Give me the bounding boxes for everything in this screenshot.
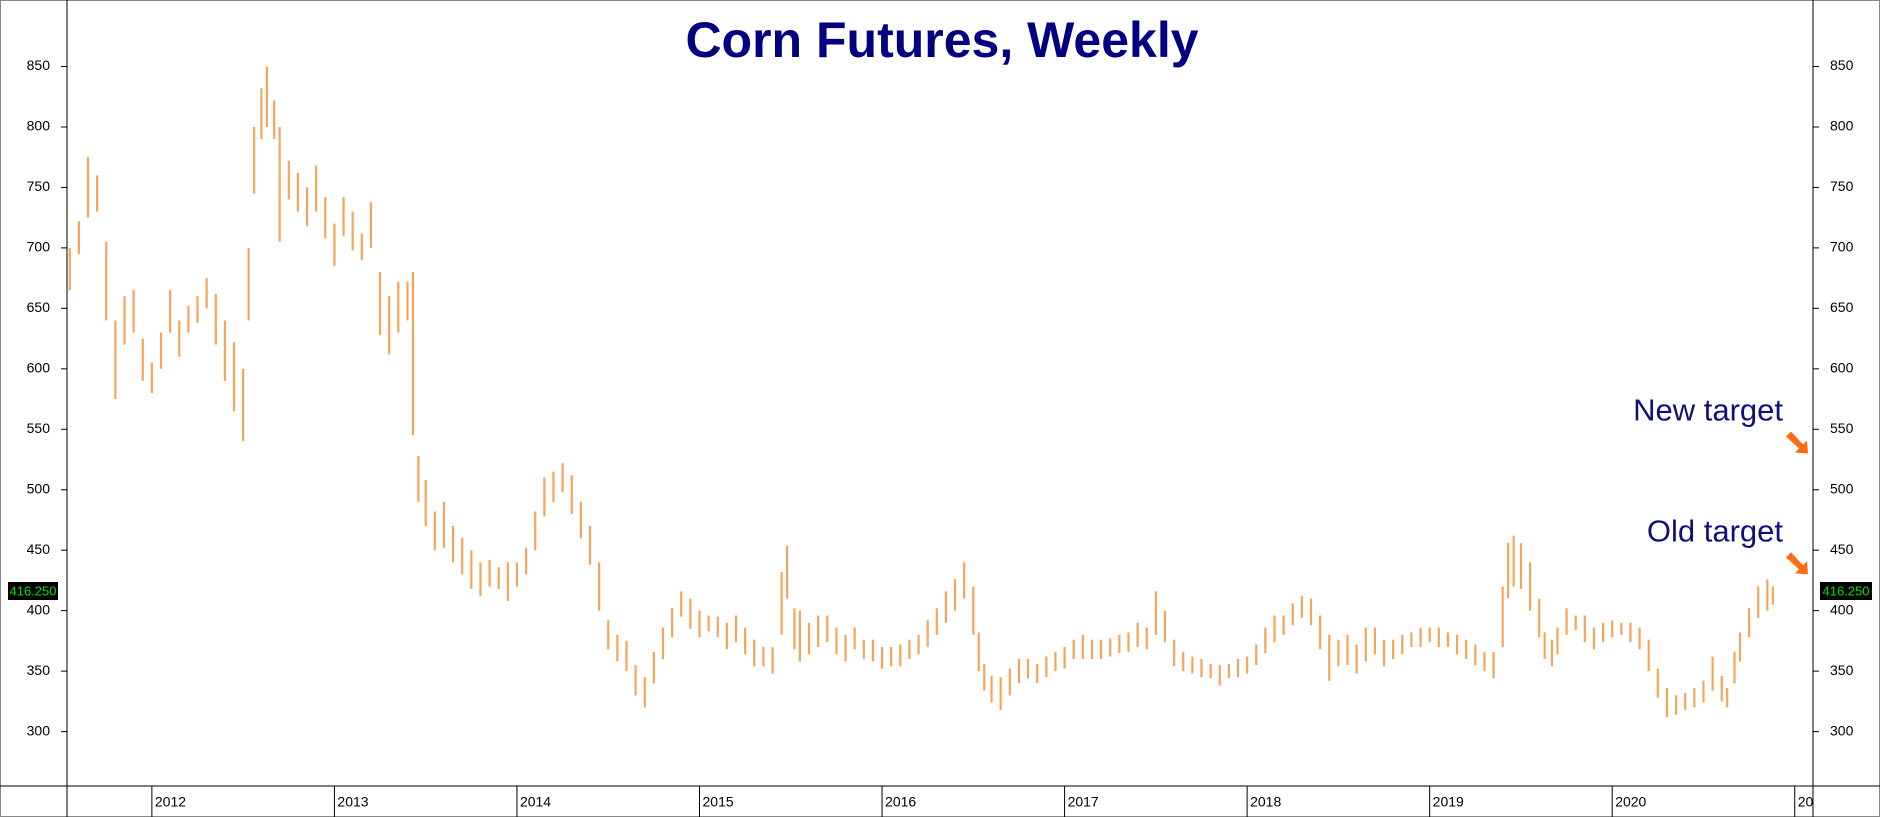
y2-tick-label: 850 <box>1830 57 1854 73</box>
y-tick-label: 450 <box>27 541 51 557</box>
last-price-label: 416.250 <box>1823 583 1870 598</box>
y-tick-label: 800 <box>27 118 51 134</box>
last-price-label: 416.250 <box>10 583 57 598</box>
y-tick-label: 750 <box>27 178 51 194</box>
y-tick-label: 400 <box>27 601 51 617</box>
y2-tick-label: 500 <box>1830 480 1854 496</box>
y2-tick-label: 400 <box>1830 601 1854 617</box>
y-tick-label: 850 <box>27 57 51 73</box>
annotation: New target <box>1633 393 1783 428</box>
y-tick-label: 550 <box>27 420 51 436</box>
y2-tick-label: 600 <box>1830 360 1854 376</box>
y2-tick-label: 450 <box>1830 541 1854 557</box>
y2-tick-label: 300 <box>1830 722 1854 738</box>
x-tick-label: 2014 <box>520 794 551 810</box>
last-price-box <box>8 582 58 601</box>
x-tick-label: 2018 <box>1250 794 1281 810</box>
y2-tick-label: 800 <box>1830 118 1854 134</box>
target-arrow <box>1786 431 1808 454</box>
y2-tick-label: 650 <box>1830 299 1854 315</box>
target-arrow <box>1786 552 1808 575</box>
y2-tick-label: 350 <box>1830 662 1854 678</box>
annotation: Old target <box>1647 514 1784 549</box>
y-tick-label: 650 <box>27 299 51 315</box>
x-tick-label: 2012 <box>155 794 186 810</box>
x-tick-label: 2015 <box>703 794 734 810</box>
y2-tick-label: 700 <box>1830 239 1854 255</box>
x-tick-label: 2016 <box>885 794 916 810</box>
x-tick-label: 2017 <box>1068 794 1099 810</box>
last-price-box <box>1820 582 1872 601</box>
y-tick-label: 350 <box>27 662 51 678</box>
y-tick-label: 300 <box>27 722 51 738</box>
y2-tick-label: 750 <box>1830 178 1854 194</box>
x-tick-label: 2020 <box>1615 794 1646 810</box>
x-tick-label: 20 <box>1798 794 1814 810</box>
y-tick-label: 500 <box>27 480 51 496</box>
x-tick-label: 2019 <box>1433 794 1464 810</box>
x-tick-label: 2013 <box>337 794 368 810</box>
y-tick-label: 600 <box>27 360 51 376</box>
y2-tick-label: 550 <box>1830 420 1854 436</box>
chart-title: Corn Futures, Weekly <box>685 12 1198 68</box>
x-axis-labels: 2012 2013 2014 2015 2016 2017 2018 2019 2020 20 <box>155 794 1814 810</box>
y-tick-label: 700 <box>27 239 51 255</box>
